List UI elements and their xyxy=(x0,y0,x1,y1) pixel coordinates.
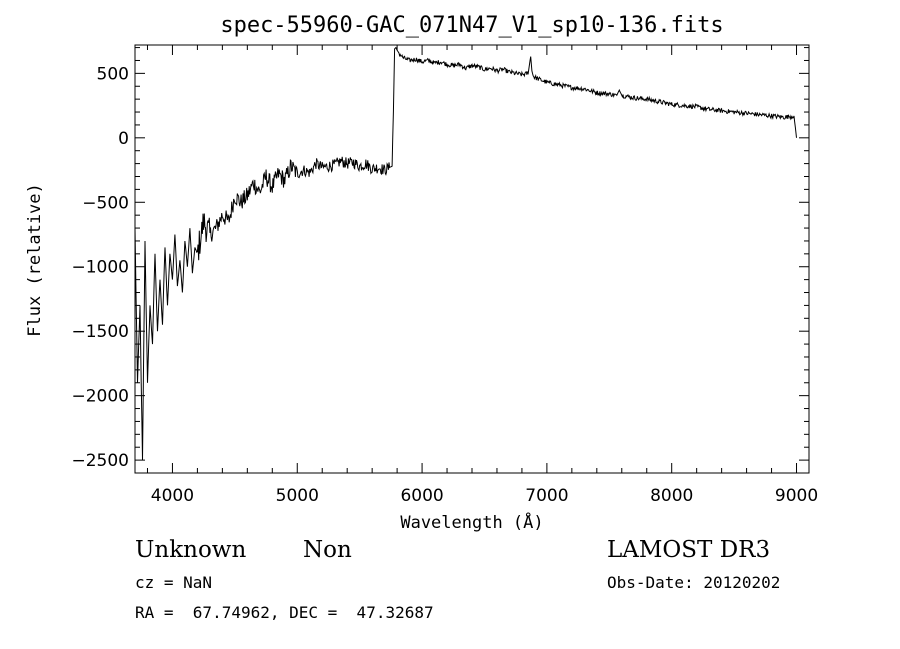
chart-title: spec-55960-GAC_071N47_V1_sp10-136.fits xyxy=(220,13,723,38)
y-tick-label: −500 xyxy=(82,193,129,213)
y-tick-label: −1500 xyxy=(71,322,129,342)
y-axis-label: Flux (relative) xyxy=(25,183,45,337)
coordinates-label: RA = 67.74962, DEC = 47.32687 xyxy=(135,603,434,622)
y-tick-label: 500 xyxy=(97,64,129,84)
plot-frame xyxy=(134,44,810,474)
y-tick-label: −2000 xyxy=(71,387,129,407)
redshift-label: cz = NaN xyxy=(135,573,213,592)
y-tick-label: −1000 xyxy=(71,258,129,278)
x-tick-label: 4000 xyxy=(151,486,194,506)
y-tick-label: −2500 xyxy=(71,451,129,471)
x-tick-label: 8000 xyxy=(650,486,693,506)
axis-ticks xyxy=(135,45,809,473)
x-tick-label: 9000 xyxy=(775,486,818,506)
x-tick-label: 7000 xyxy=(525,486,568,506)
survey-label: LAMOST DR3 xyxy=(607,537,771,563)
object-class-label: Unknown xyxy=(135,537,247,563)
y-tick-labels: 500 0 −500 −1000 −1500 −2000 −2500 xyxy=(71,64,129,471)
x-tick-labels: 4000 5000 6000 7000 8000 9000 xyxy=(151,486,818,506)
subclass-label: Non xyxy=(303,537,352,563)
obs-date-label: Obs-Date: 20120202 xyxy=(607,573,781,592)
x-axis-label: Wavelength (Å) xyxy=(400,511,543,533)
y-tick-label: 0 xyxy=(118,129,129,149)
flux-series-line xyxy=(134,46,797,461)
x-tick-label: 5000 xyxy=(276,486,319,506)
x-tick-label: 6000 xyxy=(400,486,443,506)
